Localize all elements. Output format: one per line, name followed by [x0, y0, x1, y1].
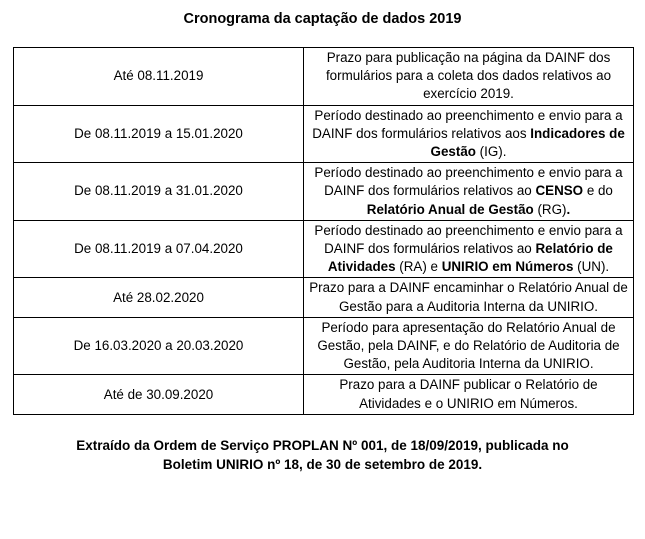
description-segment: e do	[583, 183, 613, 199]
period-cell: De 08.11.2019 a 15.01.2020	[13, 104, 304, 164]
table-row: Até de 30.09.2020 Prazo para a DAINF publ…	[13, 374, 634, 415]
description-cell: Período destinado ao preenchimento e env…	[303, 162, 634, 221]
description-segment: Período destinado ao preenchimento e env…	[312, 107, 623, 141]
period-cell: De 16.03.2020 a 20.03.2020	[13, 316, 304, 376]
description-segment: UNIRIO em Números	[441, 259, 574, 275]
page-title: Cronograma da captação de dados 2019	[183, 11, 462, 27]
description-segment: (IG).	[475, 144, 507, 160]
description-segment: .	[566, 201, 571, 217]
period-cell: Até 28.02.2020	[13, 277, 304, 318]
description-segment: Período para apresentação do Relatório A…	[317, 319, 620, 372]
table-row: De 08.11.2019 a 31.01.2020 Período destin…	[13, 162, 634, 221]
period-cell: Até 08.11.2019	[13, 47, 304, 106]
schedule-table: Até 08.11.2019 Prazo para publicação na p…	[13, 47, 634, 415]
description-segment: Prazo para a DAINF encaminhar o Relatóri…	[309, 280, 628, 314]
description-segment: Período destinado ao preenchimento e env…	[314, 222, 623, 257]
description-segment: Prazo para publicação na página da DAINF…	[325, 50, 612, 102]
table-row: De 08.11.2019 a 07.04.2020 Período destin…	[13, 219, 634, 279]
source-note: Extraído da Ordem de Serviço PROPLAN Nº …	[0, 436, 645, 474]
description-segment: Relatório de Atividades	[327, 241, 613, 275]
description-segment: Prazo para a DAINF publicar o Relatório …	[339, 377, 598, 411]
description-segment: (RA) e	[395, 259, 442, 275]
period-cell: De 08.11.2019 a 31.01.2020	[13, 162, 304, 221]
period-cell: Até de 30.09.2020	[13, 374, 304, 415]
table-row: De 16.03.2020 a 20.03.2020 Período para a…	[13, 316, 634, 376]
source-note-line-2: Boletim UNIRIO nº 18, de 30 de setembro …	[162, 456, 483, 472]
description-cell: Prazo para publicação na página da DAINF…	[303, 47, 634, 106]
description-segment: Indicadores de Gestão	[430, 125, 625, 160]
description-cell: Período destinado ao preenchimento e env…	[303, 104, 634, 164]
description-cell: Período para apresentação do Relatório A…	[303, 316, 634, 376]
description-cell: Período destinado ao preenchimento e env…	[303, 219, 634, 279]
description-segment: Relatório Anual de Gestão	[366, 201, 534, 217]
description-cell: Prazo para a DAINF publicar o Relatório …	[303, 374, 634, 415]
source-note-line-1: Extraído da Ordem de Serviço PROPLAN Nº …	[76, 437, 569, 453]
description-segment: (RG)	[533, 201, 567, 217]
schedule-table-body: Até 08.11.2019 Prazo para publicação na p…	[13, 47, 634, 415]
description-cell: Prazo para a DAINF encaminhar o Relatóri…	[303, 277, 634, 318]
table-row: Até 28.02.2020 Prazo para a DAINF encamin…	[13, 277, 634, 318]
description-segment: Período destinado ao preenchimento e env…	[314, 165, 623, 199]
description-segment: CENSO	[535, 183, 584, 199]
table-row: De 08.11.2019 a 15.01.2020 Período destin…	[13, 104, 634, 164]
period-cell: De 08.11.2019 a 07.04.2020	[13, 219, 304, 279]
description-segment: (UN).	[573, 259, 610, 275]
table-row: Até 08.11.2019 Prazo para publicação na p…	[13, 47, 634, 106]
